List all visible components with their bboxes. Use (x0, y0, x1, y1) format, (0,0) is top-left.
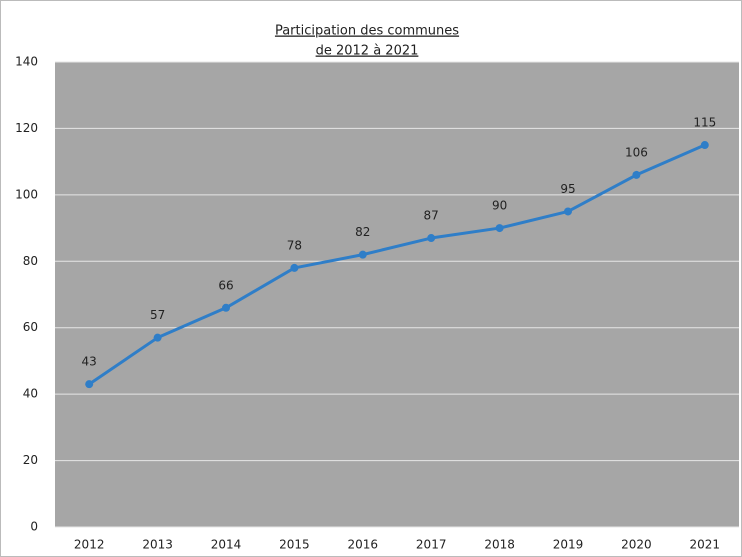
data-label: 95 (560, 182, 575, 196)
y-tick-label: 60 (23, 320, 38, 334)
x-tick-label: 2015 (279, 538, 310, 552)
y-tick-label: 140 (15, 55, 38, 69)
data-label: 115 (693, 116, 716, 130)
data-point (153, 333, 162, 342)
y-tick-label: 100 (15, 187, 38, 201)
data-label: 78 (287, 238, 302, 252)
chart-title: Participation des communes (275, 24, 459, 39)
series-line (88, 143, 706, 386)
data-point (358, 250, 367, 259)
data-point (700, 141, 709, 150)
x-tick-label: 2018 (484, 538, 515, 552)
x-tick-label: 2019 (553, 538, 584, 552)
x-tick-label: 2016 (348, 538, 379, 552)
data-point (222, 303, 230, 312)
data-point (290, 263, 299, 272)
chart-title: de 2012 à 2021 (316, 44, 419, 59)
y-tick-label: 20 (23, 453, 38, 467)
data-point (632, 170, 641, 179)
x-tick-label: 2013 (142, 538, 173, 552)
data-point (427, 234, 436, 243)
x-tick-label: 2012 (74, 538, 105, 552)
data-label: 106 (625, 145, 648, 159)
y-tick-label: 40 (23, 387, 38, 401)
data-label: 87 (424, 209, 439, 223)
data-label: 90 (492, 199, 507, 213)
x-tick-label: 2014 (211, 538, 242, 552)
data-label: 82 (355, 225, 370, 239)
data-label: 57 (150, 308, 165, 322)
x-tick-label: 2021 (690, 538, 721, 552)
data-label: 66 (218, 278, 233, 292)
y-tick-label: 80 (23, 254, 38, 268)
y-tick-label: 120 (15, 121, 38, 135)
data-point (495, 224, 504, 233)
x-tick-label: 2017 (416, 538, 447, 552)
data-label: 43 (82, 355, 97, 369)
data-point (564, 207, 572, 216)
y-tick-label: 0 (30, 520, 38, 534)
x-tick-label: 2020 (621, 538, 652, 552)
plot-area (55, 62, 739, 527)
data-point (85, 380, 94, 389)
